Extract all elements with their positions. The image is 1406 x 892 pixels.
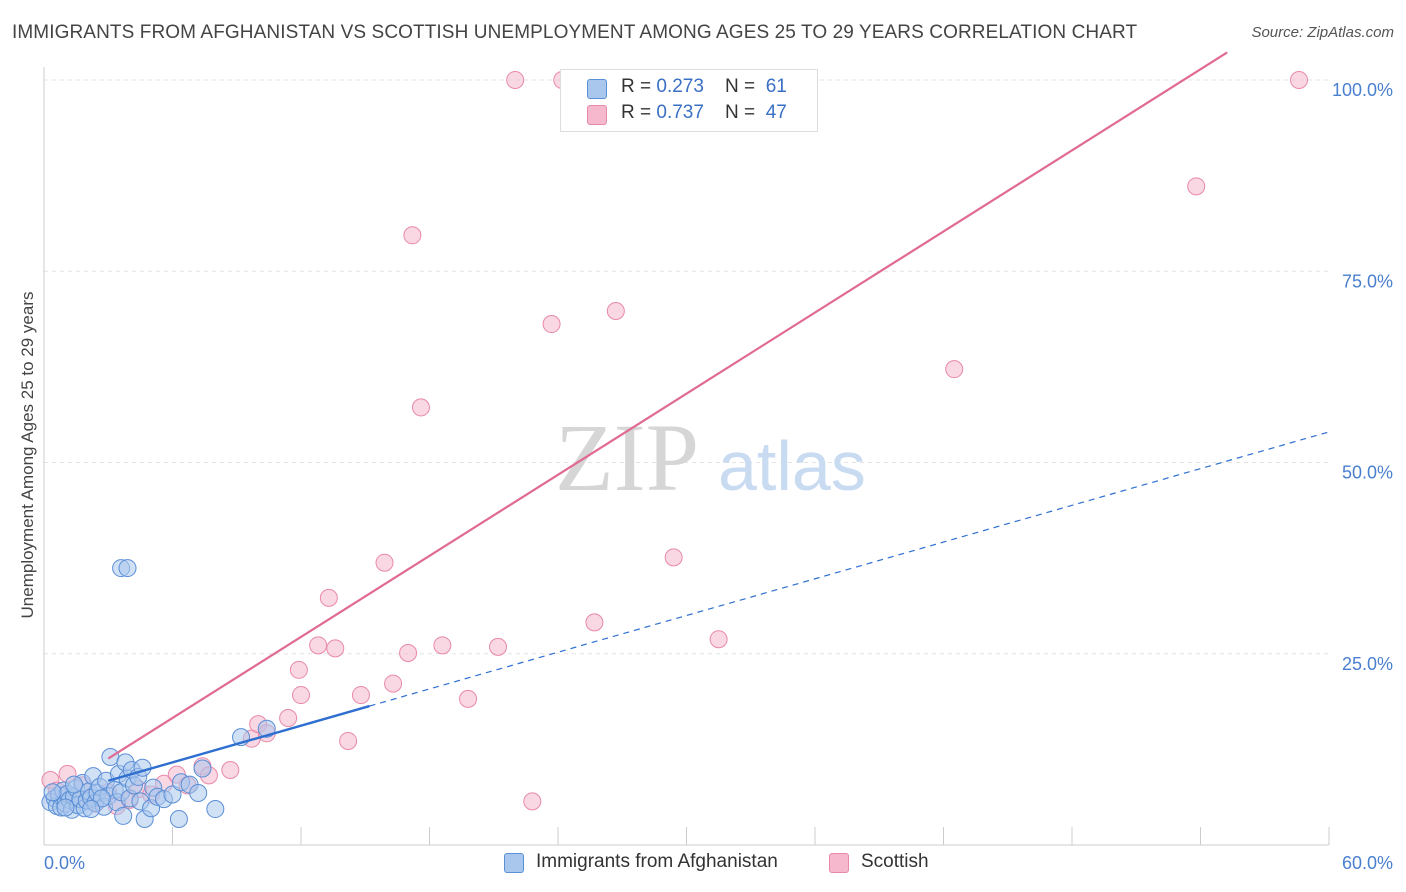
y-tick-label: 75.0%: [1342, 271, 1393, 291]
scottish-point: [523, 792, 542, 811]
legend-label: Scottish: [861, 851, 929, 872]
scottish-point: [1290, 71, 1309, 89]
scottish-point: [319, 588, 338, 607]
legend-swatch-pink: [829, 853, 849, 873]
scottish-point: [709, 630, 728, 649]
legend-swatch-pink: [587, 105, 607, 125]
afghanistan-trendline-extension: [369, 431, 1330, 707]
afghanistan-point: [64, 775, 83, 794]
afghanistan-trendline: [107, 704, 370, 782]
trendlines: [107, 51, 1330, 782]
tick-labels: 25.0% 50.0% 75.0% 100.0% 0.0% 60.0%: [44, 80, 1393, 873]
scottish-trendline: [107, 51, 1228, 760]
n-value: 61: [765, 76, 787, 97]
legend-swatch-blue: [504, 853, 524, 873]
x-tick-label: 0.0%: [44, 853, 85, 873]
r-value: 0.273: [656, 76, 704, 97]
scottish-point: [289, 660, 308, 679]
scottish-point: [459, 689, 478, 708]
scottish-point: [292, 686, 310, 705]
watermark-atlas: atlas: [718, 427, 866, 505]
r-label: R =: [621, 102, 657, 123]
legend-swatch-blue: [587, 79, 607, 99]
scottish-point: [606, 302, 625, 321]
r-value: 0.737: [656, 102, 704, 123]
axes: [43, 67, 1330, 846]
afghanistan-point: [82, 800, 101, 819]
scottish-point: [326, 639, 345, 658]
afghanistan-point: [118, 559, 137, 578]
watermark-zip: ZIP: [555, 404, 699, 511]
afghanistan-point: [257, 719, 276, 738]
watermark: ZIP atlas: [555, 404, 866, 511]
scottish-point: [489, 637, 508, 656]
scottish-point: [403, 226, 422, 245]
chart-title: IMMIGRANTS FROM AFGHANISTAN VS SCOTTISH …: [12, 22, 1138, 43]
scottish-point: [542, 315, 561, 334]
y-tick-label: 100.0%: [1332, 80, 1393, 100]
afghanistan-point: [206, 800, 225, 819]
afghanistan-point: [189, 783, 208, 802]
scottish-point: [221, 761, 240, 780]
scottish-point: [433, 636, 452, 655]
scottish-point: [1187, 177, 1206, 196]
n-label: N =: [725, 76, 761, 97]
r-label: R =: [621, 76, 657, 97]
n-label: N =: [725, 102, 761, 123]
x-tick-label: 60.0%: [1342, 853, 1393, 873]
afghanistan-point: [92, 789, 111, 808]
gridlines: [44, 79, 1329, 655]
correlation-legend: R = 0.273 N = 61 R = 0.737 N = 47: [560, 69, 818, 132]
scottish-point: [945, 360, 964, 379]
scottish-point: [399, 643, 418, 662]
afghanistan-point: [43, 783, 62, 802]
afghanistan-point: [163, 785, 182, 804]
source-credit: Source: ZipAtlas.com: [1251, 24, 1394, 41]
scottish-point: [279, 709, 298, 728]
scottish-point: [664, 548, 683, 567]
scottish-point: [375, 553, 394, 572]
afghanistan-point: [169, 809, 188, 828]
afghanistan-points: [41, 559, 276, 828]
y-tick-label: 25.0%: [1342, 654, 1393, 674]
scottish-point: [585, 613, 604, 632]
afghanistan-point: [114, 806, 133, 825]
scottish-point: [384, 674, 403, 693]
scottish-point: [309, 636, 328, 655]
legend-label: Immigrants from Afghanistan: [536, 851, 778, 872]
afghanistan-point: [56, 798, 75, 817]
afghanistan-point: [193, 759, 212, 778]
scottish-point: [506, 71, 525, 89]
scottish-point: [411, 398, 430, 417]
y-tick-label: 50.0%: [1342, 463, 1393, 483]
n-value: 47: [765, 102, 787, 123]
scottish-point: [339, 731, 358, 750]
scottish-point: [351, 686, 370, 705]
